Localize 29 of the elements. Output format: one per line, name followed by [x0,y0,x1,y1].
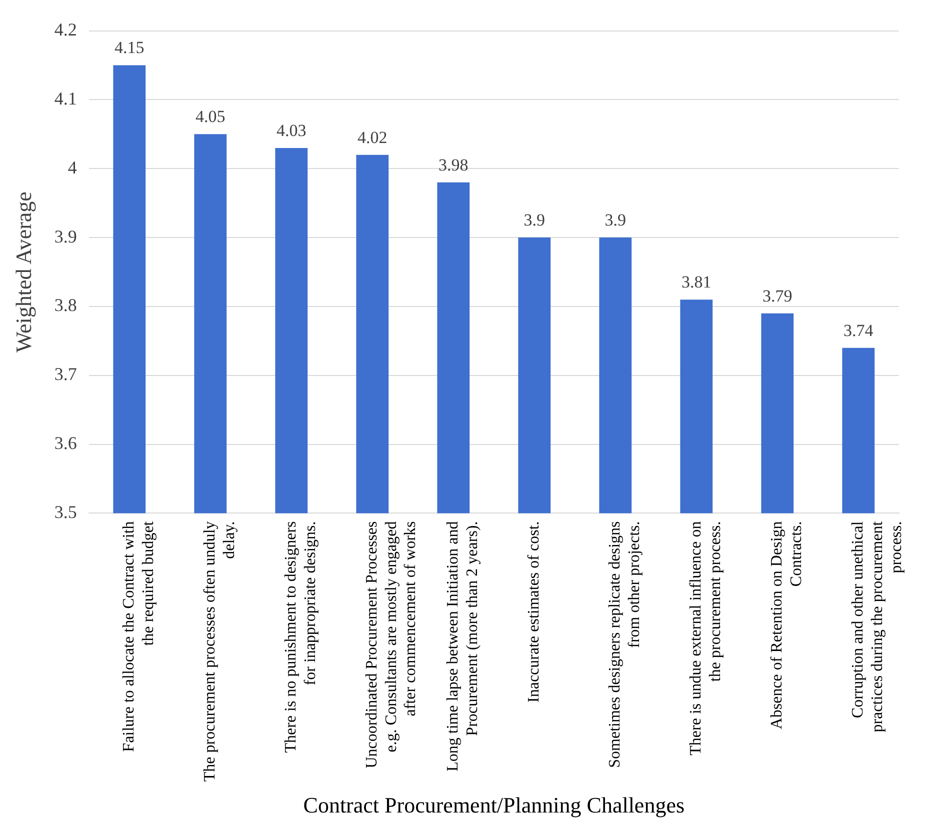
y-tick-label: 4.1 [54,88,77,108]
x-axis-title: Contract Procurement/Planning Challenges [303,792,685,818]
data-label: 3.81 [682,272,712,292]
data-label: 4.03 [276,120,306,140]
x-tick-label: There is undue external influence on the procurement process. [688,521,724,756]
data-label: 4.15 [114,38,144,58]
data-label: 3.79 [762,286,792,306]
y-tick-label: 3.9 [54,226,77,246]
y-tick-label: 3.7 [54,364,77,384]
x-tick-label: Failure to allocate the Contract with the required budget [120,520,157,752]
data-label: 4.05 [196,107,226,126]
data-label: 3.9 [524,210,546,230]
y-tick-label: 4 [68,157,77,178]
x-tick-label: Sometimes designers replicate designs from other projects. [606,521,643,768]
x-tick-label: Long time lapse between Initiation and Procurement (more than 2 years). [444,521,481,772]
x-tick-label: Corruption and other unethical practices during the procurement process. [850,520,906,732]
y-tick-label: 3.8 [54,295,77,316]
y-tick-label: 4.2 [54,20,77,40]
data-label: 4.02 [358,128,388,147]
data-label: 3.74 [844,320,874,340]
y-tick-label: 3.6 [54,433,77,454]
x-tick-label: Inaccurate estimates of cost. [526,521,543,702]
y-tick-label: 3.5 [54,502,77,522]
x-tick-label: The procurement processes often unduly delay. [202,521,238,782]
data-label: 3.9 [604,210,626,230]
y-axis-title: Weighted Average [10,192,36,352]
x-tick-label: Absence of Retention on Design Contracts. [768,521,805,730]
data-label: 3.98 [438,155,468,174]
x-tick-label: There is no punishment to designers for inappropriate designs. [282,521,319,753]
